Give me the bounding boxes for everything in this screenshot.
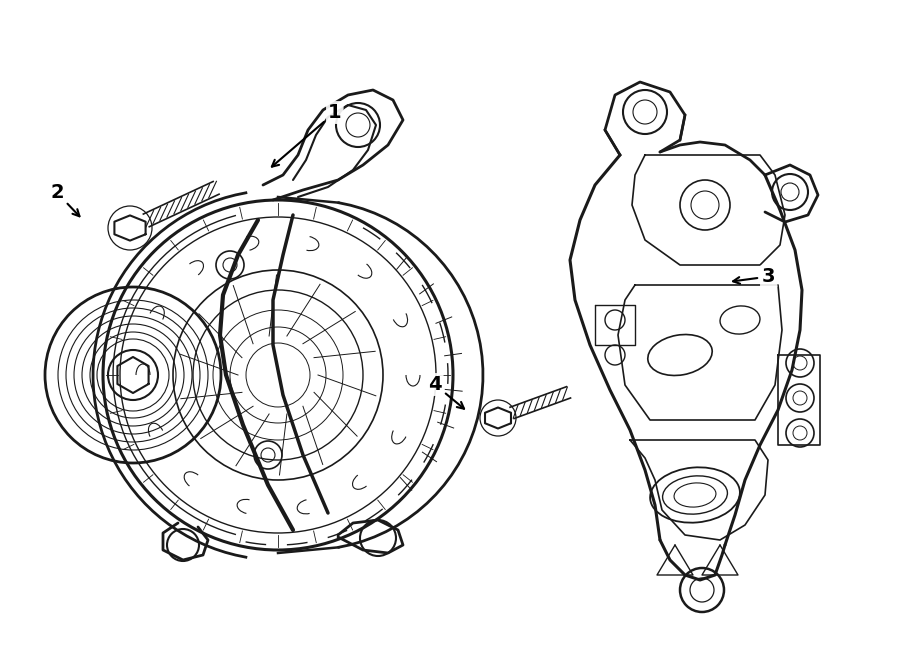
Text: 4: 4 (428, 375, 464, 408)
Text: 3: 3 (734, 267, 776, 286)
Text: 2: 2 (50, 183, 79, 216)
Text: 1: 1 (272, 103, 342, 167)
